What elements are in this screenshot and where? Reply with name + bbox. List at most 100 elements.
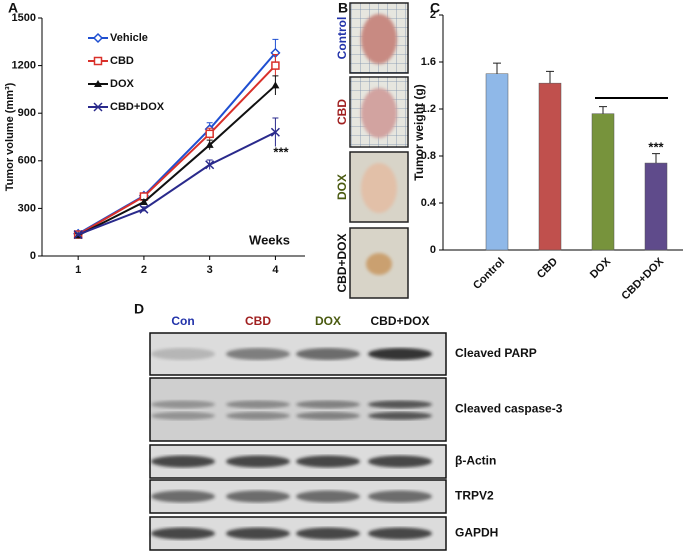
lane-label: CBD+DOX (370, 314, 429, 328)
marker (205, 160, 215, 170)
error-bar (493, 62, 501, 74)
band (296, 411, 360, 420)
panel-label: B (338, 0, 348, 16)
band (368, 411, 432, 420)
band (296, 348, 360, 360)
tumor (366, 253, 392, 275)
error-bar (599, 106, 607, 114)
x-tick-label: CBD (535, 256, 560, 281)
panel-label: C (430, 0, 440, 16)
y-tick-label: 0 (30, 250, 36, 262)
x-axis-title: Weeks (249, 232, 290, 247)
row-label: GAPDH (455, 526, 498, 540)
y-tick-label: 0.4 (421, 197, 437, 209)
legend-label: CBD+DOX (110, 101, 165, 113)
lane-label: CBD (245, 314, 271, 328)
y-axis-title: Tumor weight (g) (412, 84, 426, 180)
legend-label: Vehicle (110, 32, 148, 44)
band (151, 527, 215, 540)
photo-label: Control (335, 17, 349, 60)
series-line (77, 64, 277, 236)
y-tick-label: 900 (18, 107, 36, 119)
error-bar (652, 153, 660, 164)
bar (591, 113, 615, 251)
y-tick-label: 0 (430, 244, 436, 256)
panel-label: A (8, 0, 18, 16)
lane-label: Con (171, 314, 194, 328)
x-tick-label: 2 (141, 264, 147, 276)
legend-label: DOX (110, 78, 135, 90)
band (226, 400, 290, 409)
y-tick-label: 600 (18, 155, 36, 167)
band (296, 490, 360, 503)
series-line (77, 131, 276, 236)
band (296, 455, 360, 468)
bar (485, 73, 509, 251)
x-tick-label: 3 (207, 264, 213, 276)
band (296, 400, 360, 409)
band (368, 455, 432, 468)
marker (270, 127, 280, 137)
y-axis-title: Tumor volume (mm³) (4, 82, 16, 191)
lane-label: DOX (315, 314, 341, 328)
marker (73, 230, 83, 240)
band (296, 527, 360, 540)
marker (139, 198, 148, 206)
marker (139, 204, 149, 214)
band (226, 490, 290, 503)
x-tick-label: Control (471, 256, 507, 292)
band (226, 348, 290, 360)
band (226, 411, 290, 420)
photo (349, 227, 409, 299)
x-tick-label: 4 (272, 264, 279, 276)
row-label: TRPV2 (455, 489, 494, 503)
series-line (77, 84, 277, 237)
tumor (361, 14, 397, 64)
band (226, 527, 290, 540)
y-tick-label: 1.2 (421, 103, 436, 115)
marker (93, 56, 103, 66)
row-label: β-Actin (455, 454, 496, 468)
tumor (361, 163, 397, 213)
annotation: *** (273, 144, 289, 159)
x-tick-label: CBD+DOX (619, 255, 666, 302)
marker (93, 102, 103, 112)
bar (644, 162, 668, 251)
panel-label: D (134, 301, 144, 317)
photo-label: CBD (335, 99, 349, 125)
band (368, 490, 432, 503)
marker (271, 81, 280, 89)
band (151, 411, 215, 420)
band (226, 455, 290, 468)
marker (271, 61, 280, 70)
marker (205, 140, 214, 148)
marker (92, 32, 104, 44)
marker (205, 129, 214, 139)
row-label: Cleaved PARP (455, 346, 537, 360)
series-line (77, 52, 277, 235)
y-tick-label: 0.8 (421, 150, 436, 162)
band (368, 527, 432, 540)
bar (538, 82, 562, 251)
band (151, 400, 215, 409)
blot (149, 377, 447, 442)
y-tick-label: 300 (18, 202, 36, 214)
tumor (361, 88, 397, 138)
row-label: Cleaved caspase-3 (455, 402, 563, 416)
marker (94, 80, 102, 87)
annotation: *** (648, 139, 664, 154)
x-tick-label: 1 (75, 264, 81, 276)
y-tick-label: 2 (430, 9, 436, 21)
photo-label: DOX (335, 174, 349, 200)
band (368, 348, 432, 360)
band (151, 490, 215, 503)
error-bar (546, 70, 554, 84)
y-tick-label: 1200 (12, 60, 36, 72)
band (151, 348, 215, 360)
y-tick-label: 1500 (12, 12, 36, 24)
photo-label: CBD+DOX (335, 233, 349, 292)
band (151, 455, 215, 468)
band (368, 400, 432, 409)
legend-label: CBD (110, 55, 134, 67)
